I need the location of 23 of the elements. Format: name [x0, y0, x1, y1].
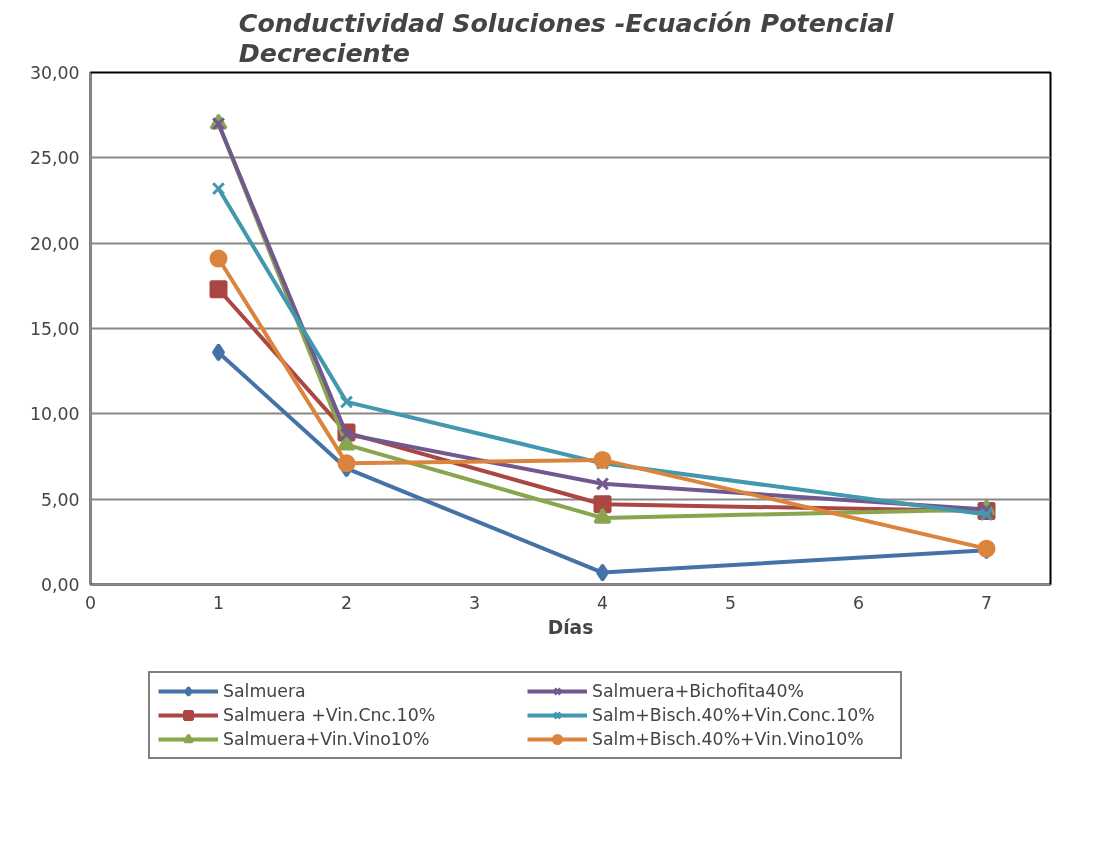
x-tick-label: 7 — [980, 592, 993, 613]
legend-label: Salmuera +Vin.Cnc.10% — [223, 705, 437, 725]
legend-label: Salm+Bisch.40%+Vin.Vino10% — [592, 729, 865, 749]
y-tick-label: 0,00 — [40, 575, 80, 595]
x-tick-label: 4 — [596, 592, 609, 613]
x-tick-label: 3 — [468, 592, 481, 613]
x-tick-label: 6 — [852, 592, 865, 613]
y-tick-label: 5,00 — [40, 489, 80, 510]
x-tick-label: 0 — [84, 592, 97, 613]
legend-label: Salmuera — [223, 681, 307, 701]
chart-title: Conductividad Soluciones -Ecuación Potencial Decreciente — [238, 7, 894, 68]
y-tick-label: 25,00 — [29, 148, 80, 169]
y-tick-label: 10,00 — [29, 404, 80, 425]
y-tick-label: 15,00 — [29, 319, 80, 339]
y-tick-label: 20,00 — [29, 233, 80, 254]
legend-label: Salmuera+Vin.Vino10% — [223, 729, 431, 749]
y-tick-label: 30,00 — [29, 63, 80, 83]
legend-label: Salm+Bisch.40%+Vin.Conc.10% — [592, 705, 876, 725]
x-tick-label: 5 — [724, 592, 737, 613]
x-tick-label: 2 — [340, 592, 353, 613]
x-tick-label: 1 — [212, 592, 225, 613]
x-axis-title: Días — [547, 616, 594, 638]
legend-label: Salmuera+Bichofita40% — [592, 681, 805, 701]
